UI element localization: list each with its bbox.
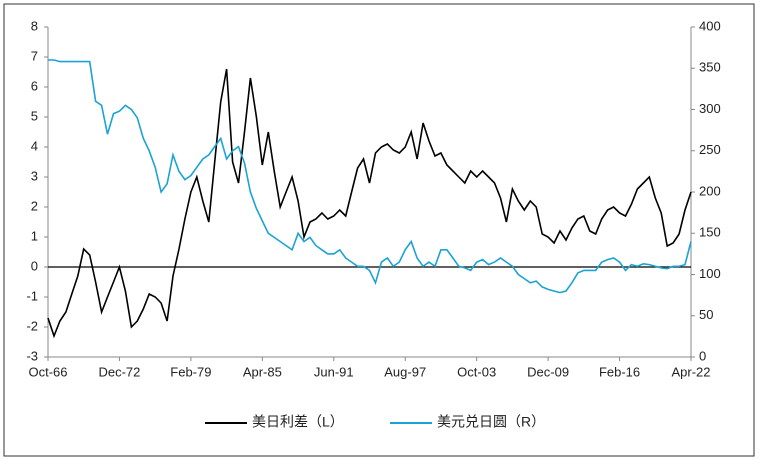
- y-tick-label: -2: [26, 318, 38, 333]
- y2-tick-label: 300: [699, 101, 721, 116]
- x-tick-label: Apr-22: [671, 364, 710, 379]
- x-tick-label: Jun-91: [314, 364, 354, 379]
- y-tick-label: 6: [31, 78, 38, 93]
- y-tick-label: -3: [26, 348, 38, 363]
- y-tick-label: 4: [31, 138, 38, 153]
- x-tick-label: Feb-16: [599, 364, 640, 379]
- y-tick-label: 8: [31, 18, 38, 33]
- x-tick-label: Apr-85: [243, 364, 282, 379]
- y2-tick-label: 50: [699, 307, 713, 322]
- y2-tick-label: 400: [699, 18, 721, 33]
- y2-tick-label: 150: [699, 225, 721, 240]
- y-tick-label: 0: [31, 258, 38, 273]
- y2-tick-label: 200: [699, 183, 721, 198]
- x-tick-label: Feb-79: [170, 364, 211, 379]
- series-line: [48, 59, 692, 294]
- x-tick-label: Dec-09: [527, 364, 569, 379]
- x-tick-label: Dec-72: [98, 364, 140, 379]
- y-tick-label: 7: [31, 48, 38, 63]
- x-tick-label: Oct-03: [457, 364, 496, 379]
- frame: [3, 3, 755, 457]
- y2-tick-label: 0: [699, 348, 706, 363]
- y2-tick-label: 350: [699, 60, 721, 75]
- series-line: [47, 68, 692, 339]
- y-tick-label: -1: [26, 288, 38, 303]
- y-tick-label: 1: [31, 228, 38, 243]
- y2-tick-label: 250: [699, 142, 721, 157]
- y-tick-label: 3: [31, 168, 38, 183]
- y-tick-label: 5: [31, 108, 38, 123]
- legend-text: 美日利差（L）: [252, 414, 344, 430]
- x-tick-label: Oct-66: [28, 364, 67, 379]
- y-tick-label: 2: [31, 198, 38, 213]
- legend-text: 美元兑日圆（R）: [437, 414, 545, 430]
- x-tick-label: Aug-97: [384, 364, 426, 379]
- y2-tick-label: 100: [699, 266, 721, 281]
